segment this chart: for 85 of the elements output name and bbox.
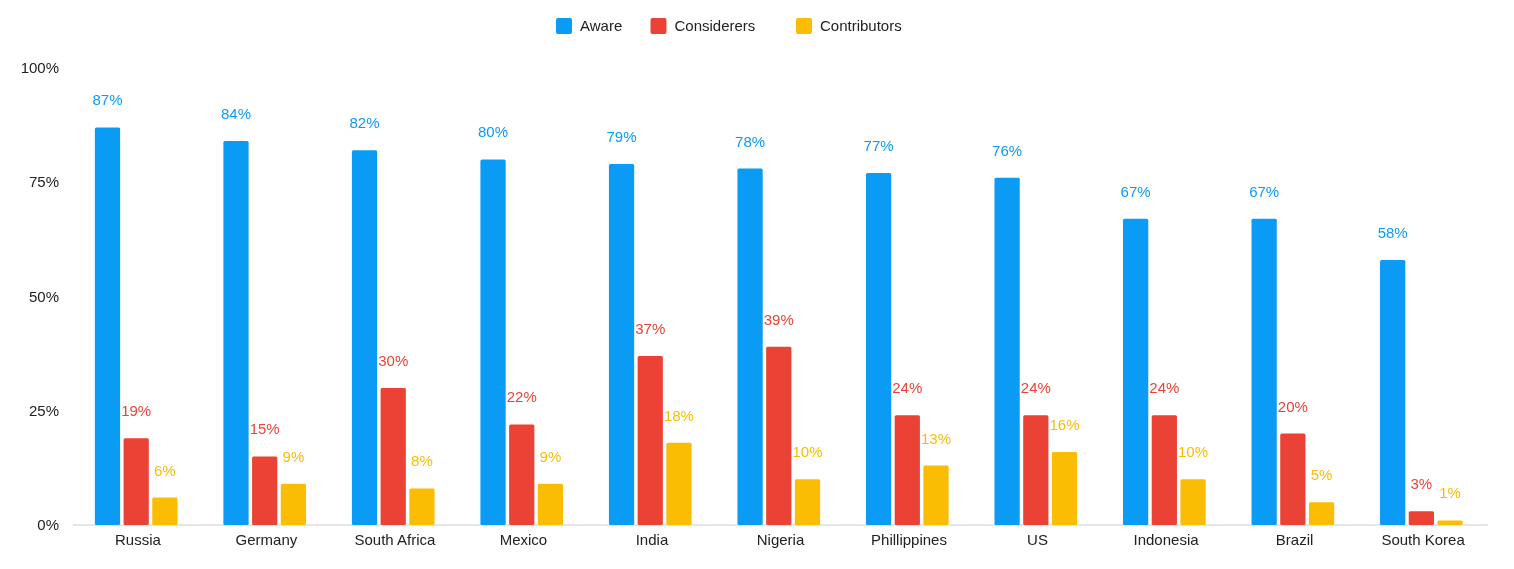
bar: [794, 479, 821, 525]
data-label: 77%: [863, 137, 894, 155]
data-label: 37%: [635, 319, 666, 337]
data-label: 82%: [349, 114, 380, 132]
data-label: 67%: [1120, 182, 1151, 200]
data-label: 9%: [539, 447, 562, 465]
legend-label: Considerers: [674, 17, 756, 34]
x-tick-label: India: [635, 531, 669, 548]
data-label: 9%: [282, 447, 305, 465]
bar: [865, 173, 892, 525]
bar: [666, 442, 692, 525]
bar: [637, 355, 663, 525]
data-label: 84%: [220, 105, 252, 123]
y-tick-label: 25%: [28, 401, 59, 419]
bar: [737, 168, 763, 525]
bar: [409, 488, 435, 525]
data-label: 80%: [478, 123, 509, 141]
bar: [1437, 520, 1463, 525]
data-label: 24%: [1020, 379, 1051, 397]
data-label: 20%: [1277, 397, 1308, 415]
y-tick-label: 100%: [20, 59, 59, 76]
bar: [923, 465, 949, 525]
data-label: 18%: [663, 406, 694, 424]
data-label: 10%: [792, 443, 823, 461]
x-tick-label: Brazil: [1275, 531, 1314, 548]
x-tick-label: Mexico: [499, 531, 548, 548]
x-tick-label: South Africa: [354, 531, 437, 548]
y-tick-label: 50%: [28, 287, 59, 305]
x-tick-label: Indonesia: [1133, 531, 1200, 548]
data-label: 67%: [1249, 182, 1280, 200]
bar: [1280, 433, 1306, 525]
bar: [894, 415, 920, 525]
bar: [509, 424, 535, 525]
data-label: 24%: [1149, 379, 1180, 397]
data-label: 78%: [735, 132, 766, 150]
data-label: 22%: [506, 388, 537, 406]
bar: [280, 483, 307, 525]
bar: [1251, 218, 1277, 525]
bar: [380, 387, 406, 525]
x-tick-label: Nigeria: [756, 531, 805, 548]
y-tick-label: 75%: [28, 173, 59, 191]
data-label: 24%: [892, 379, 923, 397]
bar: [1380, 259, 1406, 525]
bar: [766, 346, 792, 525]
bar: [480, 159, 506, 525]
x-tick-label: Phillippines: [871, 531, 947, 548]
bar: [994, 177, 1020, 525]
data-label: 39%: [763, 310, 794, 328]
x-tick-label: Germany: [235, 531, 298, 548]
bar: [252, 456, 278, 525]
bar: [1023, 415, 1049, 525]
data-label: 13%: [920, 429, 952, 447]
bar: [351, 150, 378, 525]
bar: [223, 141, 249, 525]
bar: [1308, 502, 1335, 525]
y-tick-label: 0%: [37, 516, 59, 533]
legend-label: Aware: [580, 17, 623, 34]
bar: [608, 163, 635, 525]
data-label: 6%: [154, 461, 176, 479]
bar: [123, 438, 149, 525]
bar: [537, 483, 564, 525]
bar: [1408, 511, 1435, 525]
data-label: 10%: [1178, 443, 1209, 461]
x-tick-label: Russia: [114, 531, 162, 548]
x-tick-label: US: [1027, 531, 1048, 548]
data-label: 5%: [1310, 466, 1333, 484]
data-label: 79%: [606, 127, 637, 145]
x-tick-label: South Korea: [1381, 531, 1466, 548]
bar: [1123, 218, 1149, 525]
data-label: 8%: [411, 452, 433, 470]
data-label: 30%: [378, 351, 409, 369]
bar: [1180, 479, 1206, 525]
data-label: 1%: [1439, 484, 1461, 502]
data-label: 76%: [992, 141, 1023, 159]
bar: [94, 127, 121, 525]
bar: [152, 497, 178, 525]
data-label: 19%: [121, 402, 152, 420]
data-label: 58%: [1377, 223, 1408, 241]
data-label: 16%: [1049, 415, 1080, 433]
bar: [1051, 451, 1078, 525]
data-label: 87%: [92, 91, 123, 109]
bar: [1151, 415, 1177, 525]
data-label: 15%: [249, 420, 280, 438]
data-label: 3%: [1410, 475, 1433, 493]
legend-label: Contributors: [820, 17, 902, 34]
